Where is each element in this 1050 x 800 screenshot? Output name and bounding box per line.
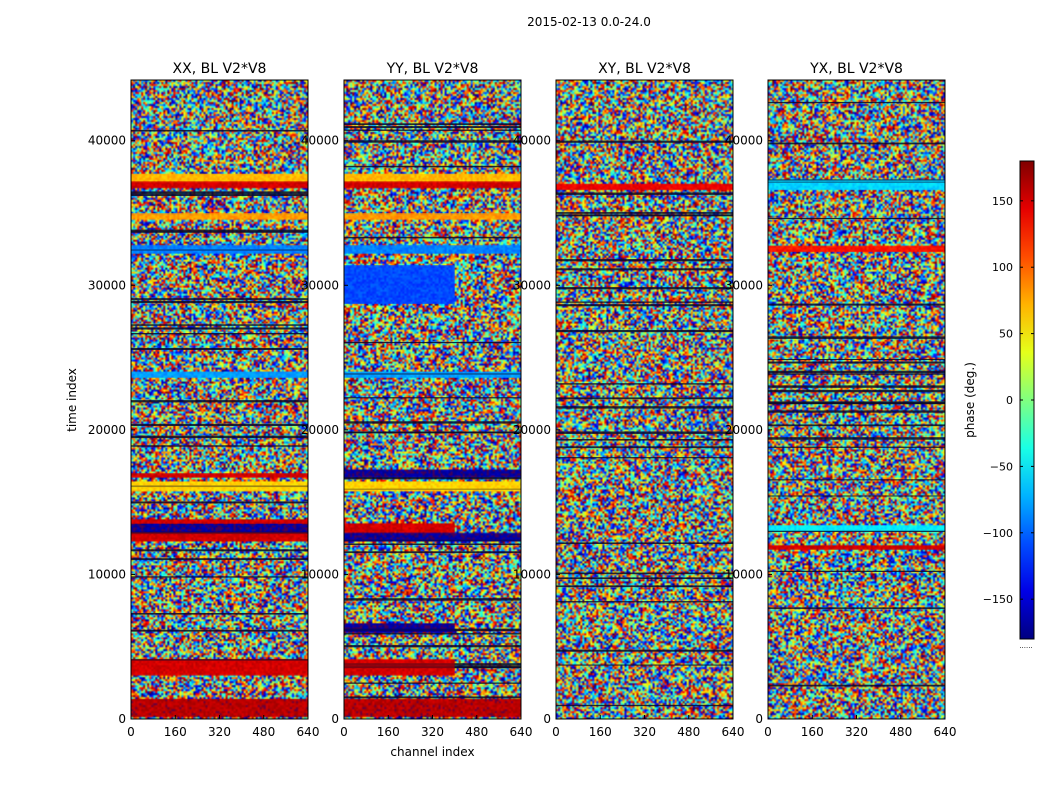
- phase-band-9: [131, 244, 308, 254]
- heatmap-panel-4: 0 160 320 480 640 0 10000 20000 30000 40000 YX, BL…: [725, 61, 957, 739]
- y-tick-label: 30000: [725, 278, 763, 292]
- phase-band-2: [768, 525, 945, 532]
- phase-band-1: [131, 698, 308, 717]
- phase-band-13: [344, 174, 521, 182]
- y-tick-label: 30000: [301, 278, 339, 292]
- flag-lines: [556, 140, 733, 707]
- x-tick-label: 320: [845, 725, 868, 739]
- phase-band-1: [768, 545, 945, 550]
- phase-band-2: [131, 659, 308, 676]
- x-tick-label: 480: [677, 725, 700, 739]
- heatmap-panel-1: 0 160 320 480 640 0 10000 20000 30000 40000 XX, BL…: [65, 61, 319, 739]
- x-tick-label: 640: [297, 725, 320, 739]
- x-tick-label: 160: [801, 725, 824, 739]
- x-tick-label: 480: [465, 725, 488, 739]
- y-tick-label: 10000: [513, 567, 551, 581]
- heatmap-panels: 0 160 320 480 640 0 10000 20000 30000 40000 XX, BL…: [65, 61, 956, 759]
- x-tick-label: 0: [340, 725, 348, 739]
- phase-band-3: [344, 623, 455, 633]
- x-tick-label: 160: [164, 725, 187, 739]
- phase-band-6: [344, 481, 521, 491]
- y-tick-label: 20000: [725, 423, 763, 437]
- x-tick-label: 480: [252, 725, 275, 739]
- y-tick-label: 10000: [88, 567, 126, 581]
- colorbar-tick-label: −100: [983, 527, 1013, 540]
- phase-band-10: [344, 244, 521, 254]
- colorbar-label: phase (deg.): [963, 362, 977, 438]
- phase-band-4: [344, 532, 521, 542]
- colorbar-tick-label: −150: [983, 593, 1013, 606]
- x-tick-label: 480: [889, 725, 912, 739]
- y-tick-label: 30000: [513, 278, 551, 292]
- x-tick-label: 0: [127, 725, 135, 739]
- y-tick-label: 40000: [301, 134, 339, 148]
- heatmap-image: [768, 80, 945, 719]
- phase-band-3: [131, 532, 308, 542]
- panel-title: YX, BL V2*V8: [809, 61, 903, 77]
- x-tick-label: 320: [421, 725, 444, 739]
- y-tick-label: 10000: [725, 567, 763, 581]
- y-tick-label: 0: [118, 712, 126, 726]
- x-axis-label: channel index: [390, 745, 474, 759]
- colorbar-tick-label: −50: [990, 460, 1013, 473]
- colorbar-tick-label: 100: [992, 261, 1013, 274]
- y-tick-label: 0: [331, 712, 339, 726]
- heatmap-panel-3: 0 160 320 480 640 0 10000 20000 30000 40000 XY, BL…: [513, 61, 745, 739]
- x-tick-label: 0: [552, 725, 560, 739]
- y-tick-label: 20000: [88, 423, 126, 437]
- figure-suptitle: 2015-02-13 0.0-24.0: [527, 15, 651, 29]
- phase-band-1: [556, 184, 733, 190]
- phase-band-5: [344, 523, 455, 533]
- x-tick-label: 640: [934, 725, 957, 739]
- colorbar-tick-label: 0: [1006, 394, 1013, 407]
- phase-band-3: [768, 246, 945, 253]
- y-axis-label: time index: [65, 368, 79, 432]
- phase-band-6: [131, 481, 308, 491]
- y-tick-label: 40000: [725, 134, 763, 148]
- colorbar-tick-label: 150: [992, 195, 1013, 208]
- phase-band-9: [344, 265, 455, 304]
- x-tick-label: 0: [764, 725, 772, 739]
- phase-band-7: [131, 473, 308, 478]
- y-tick-label: 40000: [513, 134, 551, 148]
- heatmap-image: [556, 80, 733, 719]
- x-tick-label: 160: [377, 725, 400, 739]
- y-tick-label: 20000: [513, 423, 551, 437]
- x-tick-label: 160: [589, 725, 612, 739]
- phase-band-8: [344, 372, 521, 378]
- y-tick-label: 0: [543, 712, 551, 726]
- phase-band-1: [344, 698, 521, 717]
- phase-band-10: [131, 213, 308, 219]
- y-tick-label: 10000: [301, 567, 339, 581]
- phase-band-4: [131, 523, 308, 533]
- phase-band-7: [344, 470, 521, 478]
- phase-band-11: [131, 181, 308, 189]
- panel-title: XY, BL V2*V8: [598, 61, 691, 77]
- phase-band-12: [131, 174, 308, 182]
- colorbar-extend-marker: ......: [1019, 642, 1032, 650]
- heatmap-panel-2: 0 160 320 480 640 0 10000 20000 30000 40000 YY, BL…: [301, 61, 533, 759]
- y-tick-label: 20000: [301, 423, 339, 437]
- x-tick-label: 640: [510, 725, 533, 739]
- y-tick-label: 40000: [88, 134, 126, 148]
- panel-title: YY, BL V2*V8: [386, 61, 479, 77]
- phase-band-8: [131, 372, 308, 378]
- phase-band-2: [344, 659, 455, 676]
- phase-band-5: [131, 519, 308, 524]
- phase-band-4: [768, 179, 945, 190]
- x-tick-label: 640: [722, 725, 745, 739]
- phase-band-12: [344, 181, 521, 189]
- phase-band-11: [344, 213, 521, 219]
- colorbar-tick-label: 50: [999, 328, 1013, 341]
- panel-title: XX, BL V2*V8: [173, 61, 267, 77]
- x-tick-label: 320: [208, 725, 231, 739]
- colorbar: 150 100 50 0 −50 −100 −150 phase (deg.): [963, 160, 1035, 640]
- x-tick-label: 320: [633, 725, 656, 739]
- y-tick-label: 30000: [88, 278, 126, 292]
- y-tick-label: 0: [755, 712, 763, 726]
